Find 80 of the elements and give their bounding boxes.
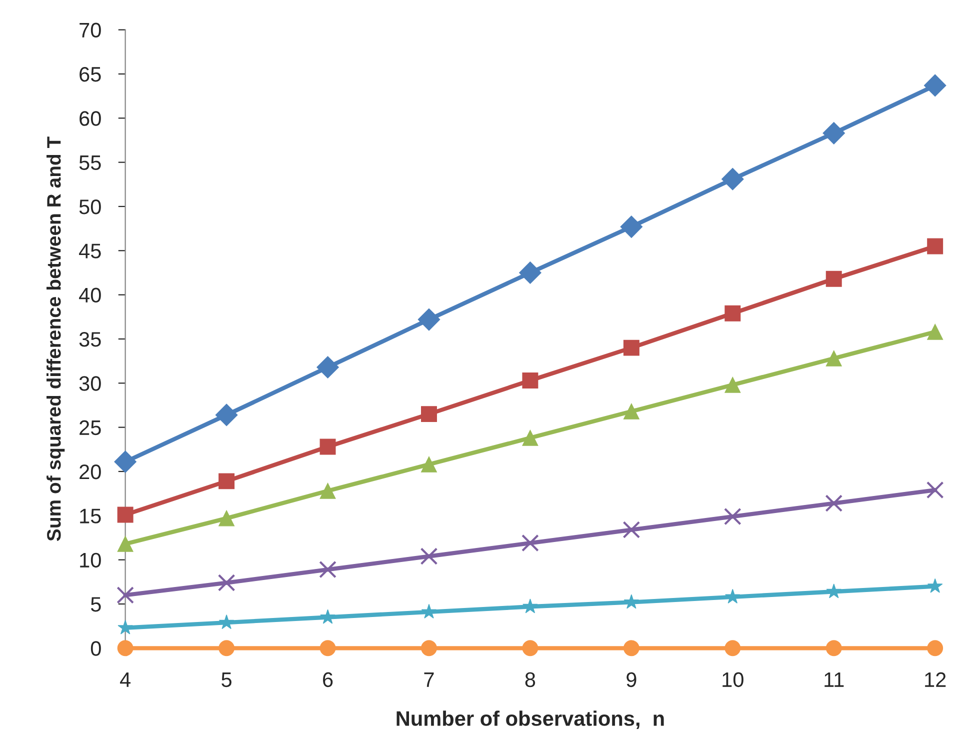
point <box>218 510 235 526</box>
y-tick-label: 50 <box>79 199 101 214</box>
point <box>320 438 336 455</box>
x-tick-label: 10 <box>722 672 744 688</box>
x-tick-label: 12 <box>925 672 946 687</box>
point <box>927 578 943 593</box>
point <box>620 216 643 238</box>
point <box>822 122 846 144</box>
y-tick-label: 35 <box>79 332 101 347</box>
point <box>724 376 741 393</box>
point <box>420 406 437 422</box>
x-tick-label: 7 <box>424 672 434 687</box>
point <box>927 640 944 656</box>
y-tick-label: 55 <box>79 156 101 170</box>
x-tick-label: 8 <box>525 672 536 688</box>
point <box>117 640 134 656</box>
point <box>218 640 235 656</box>
point <box>725 588 740 604</box>
point <box>622 521 640 538</box>
point <box>927 324 944 340</box>
point <box>319 560 336 578</box>
x-axis-title: Number of observations, n <box>396 710 664 729</box>
point <box>420 456 437 472</box>
point <box>421 604 437 618</box>
x-tick-label: 11 <box>824 672 844 687</box>
y-tick-label: 65 <box>80 66 101 82</box>
y-tick-label: 45 <box>79 244 101 258</box>
point <box>724 640 741 656</box>
point <box>215 404 238 426</box>
y-tick-label: 10 <box>80 552 101 568</box>
y-tick-label: 20 <box>80 464 101 480</box>
point <box>623 403 640 420</box>
x-tick-label: 6 <box>323 672 333 688</box>
point <box>118 620 133 634</box>
x-tick-label: 5 <box>222 672 232 688</box>
point <box>316 356 339 378</box>
point <box>924 74 946 97</box>
y-tick-label: 30 <box>79 376 101 391</box>
point <box>522 598 538 614</box>
point <box>218 473 235 490</box>
point <box>117 506 134 523</box>
point <box>116 586 134 604</box>
point <box>522 430 538 446</box>
point <box>320 609 336 624</box>
point <box>926 481 944 499</box>
point <box>826 584 842 598</box>
point <box>623 340 640 356</box>
point <box>218 614 234 630</box>
point <box>420 548 438 565</box>
y-tick-label: 15 <box>80 508 101 524</box>
point <box>522 534 539 552</box>
point <box>420 640 437 656</box>
point <box>522 640 538 656</box>
point <box>826 640 842 656</box>
point <box>320 640 336 656</box>
point <box>724 305 741 322</box>
point <box>114 450 136 473</box>
point <box>724 508 742 526</box>
y-axis-title: Sum of squared difference between R and T <box>46 136 65 541</box>
y-tick-label: 5 <box>90 597 101 612</box>
point <box>117 536 134 552</box>
point <box>826 350 842 366</box>
point <box>825 494 843 512</box>
y-tick-label: 60 <box>80 111 101 126</box>
x-tick-label: 9 <box>626 672 636 688</box>
point <box>826 270 842 287</box>
point <box>418 308 440 331</box>
y-tick-label: 25 <box>80 420 101 436</box>
point <box>218 574 236 592</box>
y-tick-label: 70 <box>80 22 101 38</box>
y-tick-label: 0 <box>90 641 101 656</box>
x-tick-label: 4 <box>120 672 131 687</box>
point <box>320 482 336 499</box>
y-tick-label: 40 <box>79 288 101 303</box>
point <box>721 168 744 190</box>
point <box>927 238 944 254</box>
point <box>624 594 640 609</box>
point <box>623 640 640 656</box>
point <box>519 262 542 284</box>
point <box>522 372 538 388</box>
